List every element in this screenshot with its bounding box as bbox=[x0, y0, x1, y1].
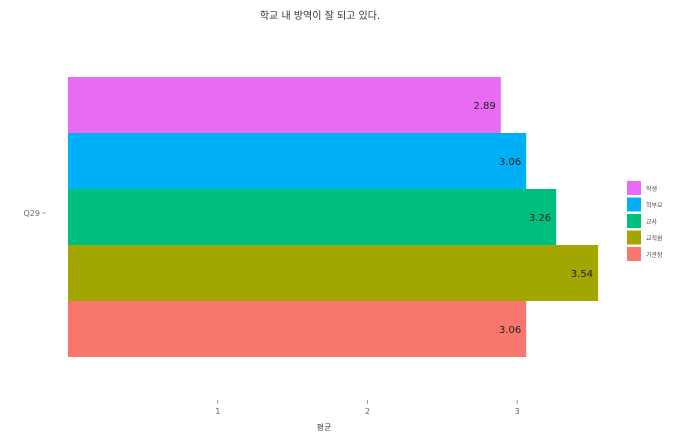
bar-value-label: 3.06 bbox=[499, 325, 521, 336]
legend-swatch bbox=[627, 247, 641, 261]
chart-title: 학교 내 방역이 잘 되고 있다. bbox=[260, 10, 380, 22]
x-tick-label: 2 bbox=[365, 407, 370, 416]
legend-swatch bbox=[627, 181, 641, 195]
bar-value-label: 3.26 bbox=[529, 213, 551, 224]
legend-label: 교직원 bbox=[646, 235, 663, 243]
legend-label: 기관장 bbox=[646, 251, 663, 259]
bars-group: 2.89 3.06 3.26 3.54 3.06 bbox=[68, 77, 599, 357]
bar-value-label: 3.54 bbox=[571, 269, 593, 280]
bar bbox=[68, 245, 599, 301]
bar-value-label: 2.89 bbox=[473, 101, 495, 112]
bar-value-label: 3.06 bbox=[499, 157, 521, 168]
x-tick-label: 1 bbox=[215, 407, 220, 416]
x-tick-label: 3 bbox=[515, 407, 520, 416]
bar bbox=[68, 301, 527, 357]
bar bbox=[68, 189, 557, 245]
bar bbox=[68, 77, 501, 133]
legend-label: 교사 bbox=[646, 218, 658, 226]
legend-label: 학생 bbox=[646, 185, 657, 193]
y-tick-label: Q29 bbox=[24, 209, 40, 218]
x-ticks-group: 1 2 3 bbox=[215, 400, 520, 416]
legend-swatch bbox=[627, 230, 641, 245]
x-axis-label: 평균 bbox=[317, 422, 332, 432]
bar bbox=[68, 133, 527, 189]
legend-label: 학부모 bbox=[646, 202, 663, 210]
legend-swatch bbox=[627, 214, 641, 228]
legend-swatch bbox=[627, 197, 641, 212]
